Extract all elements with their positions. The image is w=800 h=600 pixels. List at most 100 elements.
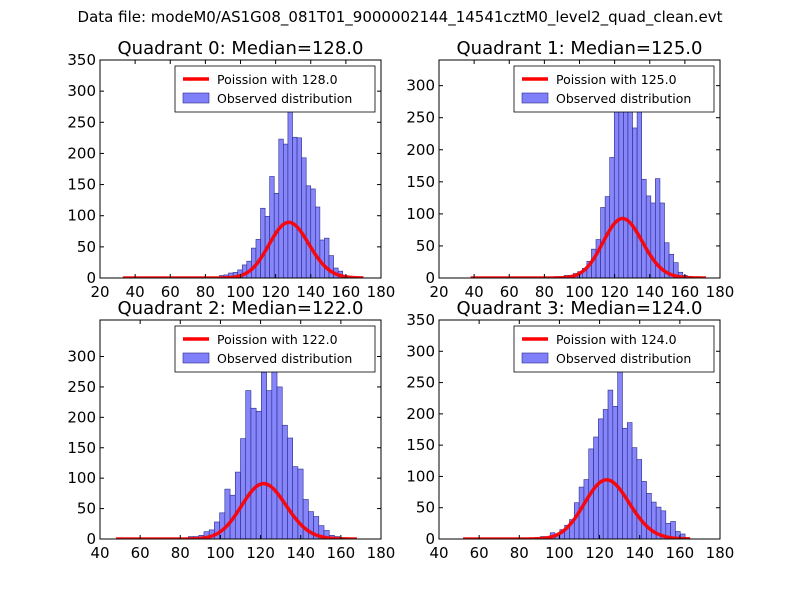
histogram-bar (296, 137, 302, 278)
x-tick-label: 60 (470, 544, 489, 562)
histogram-bar (328, 255, 334, 278)
y-tick-label: 300 (406, 342, 435, 360)
x-tick-label: 120 (600, 283, 629, 301)
chart-panel-0: 20 40 60 80 100 120 140 160 180 0 50 100 150 200 250 30… (67, 38, 395, 301)
legend: Poission with 124.0 Observed distribution (513, 325, 715, 373)
plot-area (116, 344, 357, 539)
x-tick-label: 120 (585, 544, 614, 562)
histogram-bar (626, 422, 633, 539)
y-tick-label: 50 (77, 500, 96, 518)
poisson-curve (463, 478, 690, 539)
chart-panel-1: 20 40 60 80 100 120 140 160 180 0 50 100 150 200 250 30… (406, 38, 734, 301)
histogram-bar (631, 447, 638, 539)
x-tick-label: 60 (161, 283, 180, 301)
legend-bar-swatch (182, 352, 210, 364)
y-tick-label: 300 (67, 348, 96, 366)
legend-label: Poission with 124.0 (556, 332, 677, 347)
histogram-bar (266, 390, 273, 539)
histogram-bar (622, 427, 628, 539)
legend: Poission with 122.0 Observed distribution (174, 325, 376, 373)
x-tick-label: 160 (671, 283, 700, 301)
histogram-bar (261, 372, 267, 539)
panel-title: Quadrant 3: Median=124.0 (457, 298, 703, 319)
histogram-bar (607, 389, 614, 539)
x-tick-label: 80 (196, 283, 215, 301)
x-tick-label: 100 (206, 544, 235, 562)
y-tick-label: 0 (86, 269, 96, 287)
histogram-bar (646, 493, 652, 539)
x-tick-label: 140 (286, 544, 315, 562)
poisson-curve (470, 216, 706, 278)
poisson-curve (116, 481, 357, 539)
histogram-bar (276, 386, 283, 539)
legend-label: Observed distribution (556, 91, 691, 106)
legend-bar-swatch (521, 352, 549, 364)
x-tick-label: 180 (706, 544, 735, 562)
y-tick-label: 300 (67, 82, 96, 100)
legend-label: Poission with 122.0 (217, 332, 338, 347)
plot-area (463, 365, 691, 539)
histogram-bar (612, 406, 618, 539)
legend-box (174, 325, 376, 373)
histogram-bar (281, 424, 288, 539)
y-tick-label: 300 (406, 77, 435, 95)
histogram-bar (250, 407, 257, 539)
y-tick-label: 0 (425, 530, 435, 548)
figure-title: Data file: modeM0/AS1G08_081T01_90000021… (77, 8, 723, 26)
histogram-bar (617, 365, 623, 539)
histogram-bar (641, 481, 647, 539)
histogram-bar (278, 138, 284, 278)
x-tick-label: 20 (90, 283, 109, 301)
y-tick-label: 150 (406, 173, 435, 191)
x-tick-label: 60 (131, 544, 150, 562)
y-tick-label: 50 (77, 238, 96, 256)
histogram-bar (245, 390, 252, 539)
y-tick-label: 200 (67, 408, 96, 426)
x-tick-label: 180 (706, 283, 735, 301)
histogram-bar (302, 499, 309, 539)
y-tick-label: 100 (406, 205, 435, 223)
y-tick-label: 100 (67, 469, 96, 487)
y-tick-label: 100 (67, 207, 96, 225)
x-tick-label: 100 (226, 283, 255, 301)
y-tick-label: 50 (416, 237, 435, 255)
legend-bar-swatch (521, 92, 549, 104)
x-tick-label: 160 (327, 544, 356, 562)
legend-label: Observed distribution (217, 351, 352, 366)
legend-box (513, 325, 715, 373)
legend-box (513, 65, 715, 113)
legend: Poission with 125.0 Observed distribution (513, 65, 715, 113)
histogram-bar (283, 143, 289, 278)
x-tick-label: 20 (429, 283, 448, 301)
x-tick-label: 180 (367, 544, 396, 562)
histogram-bar (602, 409, 609, 539)
x-tick-label: 40 (429, 544, 448, 562)
panel-title: Quadrant 2: Median=122.0 (118, 298, 364, 319)
legend-label: Poission with 125.0 (556, 72, 677, 87)
x-tick-label: 160 (666, 544, 695, 562)
x-tick-label: 40 (90, 544, 109, 562)
y-tick-label: 0 (425, 269, 435, 287)
y-tick-label: 250 (67, 113, 96, 131)
y-tick-label: 200 (67, 144, 96, 162)
histogram-bar (627, 101, 633, 278)
histogram-bar (224, 488, 231, 539)
histogram-bar (240, 438, 247, 539)
histogram-bar (632, 127, 638, 278)
plot-frame (438, 319, 721, 540)
histogram-bar (324, 237, 330, 278)
histogram-bar (636, 94, 642, 278)
histogram-bar (305, 185, 312, 278)
y-tick-label: 200 (406, 405, 435, 423)
x-tick-label: 80 (171, 544, 190, 562)
x-tick-label: 80 (535, 283, 554, 301)
panel-title: Quadrant 0: Median=128.0 (118, 38, 364, 59)
histogram-bar (613, 105, 620, 278)
plot-frame (99, 319, 382, 540)
legend-box (174, 65, 376, 113)
histogram-bar (310, 188, 316, 278)
histogram-bar (645, 195, 652, 278)
legend: Poission with 128.0 Observed distribution (174, 65, 376, 113)
y-tick-label: 50 (416, 499, 435, 517)
